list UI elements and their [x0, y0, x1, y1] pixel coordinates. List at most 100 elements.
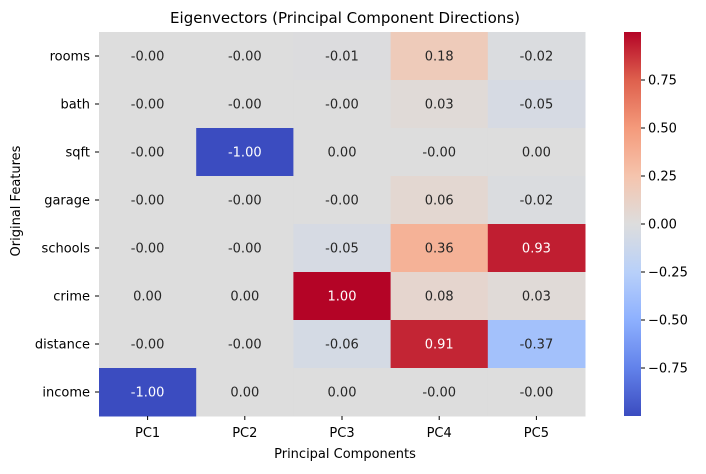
- x-tick-label: PC5: [524, 426, 549, 441]
- heatmap-cell-schools-PC2: [196, 224, 294, 273]
- y-tick-label: distance: [35, 338, 90, 353]
- cell-value-label: 0.00: [230, 290, 259, 305]
- heatmap-cell-garage-PC4: [390, 176, 489, 225]
- heatmap-cell-income-PC4: [390, 368, 489, 417]
- cell-value-label: -0.00: [228, 194, 262, 209]
- heatmap-cells: [99, 32, 586, 417]
- colorbar-tick-label: 0.25: [648, 170, 677, 185]
- heatmap-cell-sqft-PC1: [99, 128, 197, 177]
- cell-value-label: 0.91: [425, 338, 454, 353]
- cell-value-label: 0.18: [425, 50, 454, 65]
- cell-value-label: 0.93: [522, 242, 551, 257]
- heatmap-cell-crime-PC2: [196, 272, 294, 321]
- heatmap-cell-labels: -0.00 -0.00 -0.01 0.18 -0.02 -0.00 -0.00 -0.00 0…: [131, 50, 553, 401]
- heatmap-cell-distance-PC3: [293, 320, 392, 369]
- heatmap-cell-garage-PC5: [487, 176, 586, 225]
- heatmap-cell-crime-PC4: [390, 272, 489, 321]
- cell-value-label: -1.00: [131, 386, 165, 401]
- heatmap-cell-bath-PC3: [293, 80, 392, 129]
- x-tick-label: PC1: [135, 426, 160, 441]
- heatmap-cell-income-PC2: [196, 368, 294, 417]
- heatmap-cell-distance-PC1: [99, 320, 197, 369]
- cell-value-label: -0.00: [228, 98, 262, 113]
- y-axis-ticks: rooms bath sqft garage schools crime distance i…: [35, 50, 99, 401]
- cell-value-label: -0.05: [520, 98, 554, 113]
- cell-value-label: 0.00: [328, 146, 357, 161]
- heatmap-cell-sqft-PC4: [390, 128, 489, 177]
- heatmap-cell-sqft-PC2: [196, 128, 294, 177]
- cell-value-label: 0.03: [522, 290, 551, 305]
- cell-value-label: 0.00: [230, 386, 259, 401]
- cell-value-label: -0.06: [325, 338, 359, 353]
- cell-value-label: -0.02: [520, 50, 554, 65]
- colorbar-tick-label: −0.50: [648, 314, 688, 329]
- cell-value-label: -0.00: [228, 338, 262, 353]
- cell-value-label: -0.01: [325, 50, 359, 65]
- chart-title: Eigenvectors (Principal Component Direct…: [170, 9, 520, 27]
- x-tick-label: PC4: [427, 426, 452, 441]
- x-tick-label: PC3: [329, 426, 354, 441]
- heatmap-cell-rooms-PC2: [196, 32, 294, 81]
- y-tick-label: crime: [53, 290, 90, 305]
- colorbar-tick-label: 0.50: [648, 122, 677, 137]
- heatmap-cell-crime-PC3: [293, 272, 392, 321]
- y-tick-label: sqft: [66, 146, 90, 161]
- y-tick-label: schools: [42, 242, 91, 257]
- y-tick-label: bath: [60, 98, 90, 113]
- heatmap-cell-crime-PC5: [487, 272, 586, 321]
- heatmap-cell-distance-PC4: [390, 320, 489, 369]
- heatmap-cell-income-PC1: [99, 368, 197, 417]
- heatmap-cell-bath-PC1: [99, 80, 197, 129]
- x-tick-label: PC2: [232, 426, 257, 441]
- heatmap-cell-schools-PC1: [99, 224, 197, 273]
- cell-value-label: -0.00: [325, 194, 359, 209]
- heatmap-cell-garage-PC2: [196, 176, 294, 225]
- colorbar-tick-label: −0.25: [648, 266, 688, 281]
- colorbar-tick-label: −0.75: [648, 362, 688, 377]
- cell-value-label: -0.00: [131, 194, 165, 209]
- heatmap-cell-distance-PC2: [196, 320, 294, 369]
- cell-value-label: -0.00: [131, 242, 165, 257]
- cell-value-label: 1.00: [328, 290, 357, 305]
- heatmap-cell-distance-PC5: [487, 320, 586, 369]
- cell-value-label: -0.00: [422, 146, 456, 161]
- cell-value-label: 0.03: [425, 98, 454, 113]
- heatmap-cell-bath-PC2: [196, 80, 294, 129]
- heatmap-cell-rooms-PC3: [293, 32, 392, 81]
- heatmap-cell-bath-PC4: [390, 80, 489, 129]
- y-tick-label: income: [42, 386, 90, 401]
- cell-value-label: 0.08: [425, 290, 454, 305]
- cell-value-label: 0.00: [522, 146, 551, 161]
- heatmap-cell-schools-PC5: [487, 224, 586, 273]
- heatmap-cell-crime-PC1: [99, 272, 197, 321]
- cell-value-label: 0.06: [425, 194, 454, 209]
- cell-value-label: 0.00: [328, 386, 357, 401]
- heatmap-cell-rooms-PC1: [99, 32, 197, 81]
- cell-value-label: -0.00: [520, 386, 554, 401]
- cell-value-label: -0.00: [131, 146, 165, 161]
- y-tick-label: garage: [44, 194, 90, 209]
- heatmap-cell-sqft-PC5: [487, 128, 586, 177]
- cell-value-label: -0.05: [325, 242, 359, 257]
- cell-value-label: 0.00: [133, 290, 162, 305]
- heatmap-cell-garage-PC3: [293, 176, 392, 225]
- heatmap-cell-schools-PC4: [390, 224, 489, 273]
- heatmap-cell-garage-PC1: [99, 176, 197, 225]
- cell-value-label: -0.00: [228, 242, 262, 257]
- x-axis-ticks: PC1 PC2 PC3 PC4 PC5: [135, 416, 549, 441]
- colorbar-ticks: 0.75 0.50 0.25 0.00 −0.25 −0.50 −0.75: [641, 74, 688, 377]
- heatmap-cell-rooms-PC5: [487, 32, 586, 81]
- cell-value-label: 0.36: [425, 242, 454, 257]
- cell-value-label: -1.00: [228, 146, 262, 161]
- cell-value-label: -0.02: [520, 194, 554, 209]
- heatmap-cell-sqft-PC3: [293, 128, 392, 177]
- cell-value-label: -0.37: [520, 338, 554, 353]
- heatmap-cell-bath-PC5: [487, 80, 586, 129]
- colorbar-tick-label: 0.75: [648, 74, 677, 89]
- y-tick-label: rooms: [50, 50, 91, 65]
- cell-value-label: -0.00: [422, 386, 456, 401]
- heatmap-cell-schools-PC3: [293, 224, 392, 273]
- cell-value-label: -0.00: [228, 50, 262, 65]
